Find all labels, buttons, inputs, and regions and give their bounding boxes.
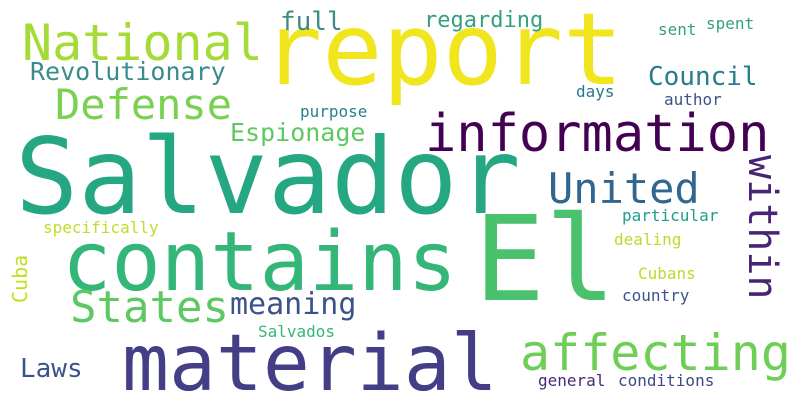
word-contains: contains	[62, 215, 457, 310]
word-sent: sent	[658, 20, 697, 39]
word-within: within	[739, 155, 785, 300]
word-cuba: Cuba	[8, 254, 32, 303]
word-dealing: dealing	[614, 230, 682, 249]
word-meaning: meaning	[230, 287, 357, 322]
word-laws: Laws	[20, 354, 83, 384]
word-conditions: conditions	[618, 371, 715, 390]
word-particular: particular	[622, 206, 719, 225]
word-report: report	[262, 0, 624, 108]
word-states: States	[70, 282, 229, 333]
word-united: United	[548, 164, 700, 213]
word-country: country	[622, 286, 690, 305]
word-material: material	[122, 319, 498, 409]
word-full: full	[280, 7, 343, 37]
word-information: information	[425, 104, 770, 164]
word-council: Council	[648, 62, 758, 92]
word-salvador: Salvador	[15, 116, 521, 238]
word-espionage: Espionage	[230, 118, 366, 147]
word-general: general	[538, 371, 606, 390]
word-spent: spent	[706, 14, 755, 33]
word-el: El	[474, 190, 617, 328]
word-revolutionary: Revolutionary	[30, 57, 226, 86]
word-days: days	[576, 82, 615, 101]
word-affecting: affecting	[520, 324, 790, 382]
word-specifically: specifically	[43, 218, 159, 237]
word-national: National	[22, 14, 263, 72]
word-cubans: Cubans	[638, 264, 696, 283]
word-author: author	[664, 90, 722, 109]
word-defense: Defense	[55, 80, 233, 129]
word-regarding: regarding	[424, 8, 544, 33]
word-purpose: purpose	[300, 102, 368, 121]
word-salvados: Salvados	[258, 322, 336, 341]
